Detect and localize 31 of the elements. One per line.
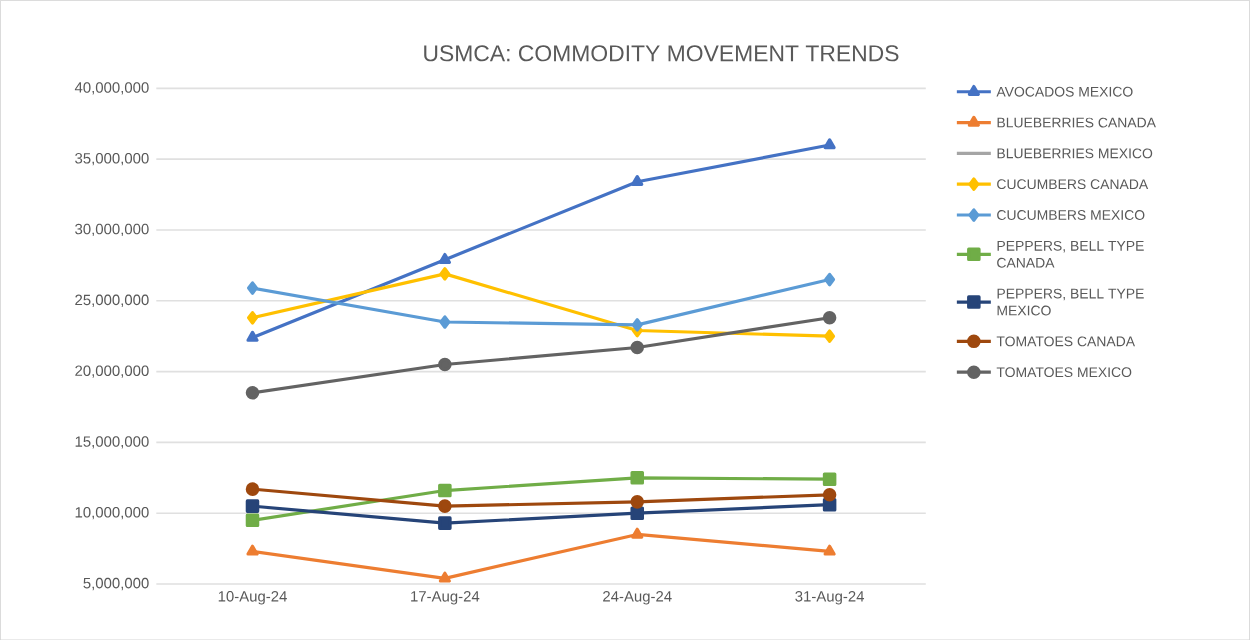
point [822,472,837,486]
point [439,315,451,329]
point [438,516,452,530]
point [630,340,645,355]
point [247,281,258,295]
point [247,310,258,325]
point [438,483,452,498]
point [438,571,451,583]
point [438,252,451,264]
point [245,499,260,513]
point [631,527,644,539]
point [245,482,260,496]
point [630,494,645,509]
point [245,513,260,527]
point [631,174,644,186]
point [823,138,836,149]
point [245,385,260,400]
point [439,266,451,281]
chart-title: USMCA: COMMODITY MOVEMENT TRENDS [424,44,899,62]
point [246,330,259,342]
point [823,544,836,556]
point [824,329,836,343]
point [824,272,836,287]
point [630,470,645,485]
point [438,357,452,372]
point [822,310,837,325]
point [822,487,837,502]
point [631,317,643,332]
point [438,499,452,513]
point [246,544,259,556]
point [630,506,645,520]
